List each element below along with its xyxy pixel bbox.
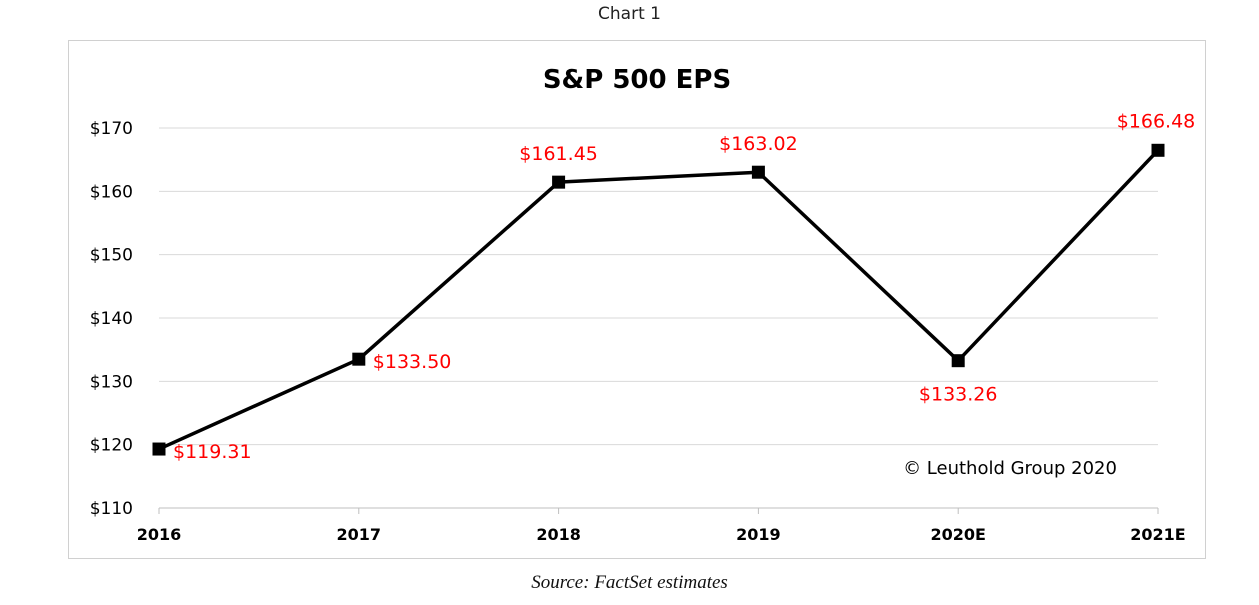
data-label: $119.31 xyxy=(173,441,252,463)
gridlines xyxy=(159,127,1158,446)
eps-series xyxy=(152,143,1165,456)
data-labels: $119.31 $133.50 $161.45 $163.02 $133.26 $166.… xyxy=(173,110,1195,463)
data-label: $133.50 xyxy=(373,351,452,373)
y-tick-label: $150 xyxy=(90,246,133,266)
x-tick-label: 2020E xyxy=(930,525,985,544)
x-tick-label: 2019 xyxy=(736,525,781,544)
data-label: $166.48 xyxy=(1117,110,1196,132)
data-point-marker xyxy=(152,442,166,456)
y-tick-label: $120 xyxy=(90,436,133,456)
data-point-marker xyxy=(552,175,566,189)
data-point-marker xyxy=(1151,143,1165,157)
x-tick-label: 2018 xyxy=(536,525,581,544)
y-tick-label: $170 xyxy=(90,119,133,139)
y-tick-labels: $110 $120 $130 $140 $150 $160 $170 xyxy=(90,119,133,519)
eps-line xyxy=(158,149,1160,451)
data-point-marker xyxy=(951,354,965,368)
axes xyxy=(158,507,1159,514)
data-label: $163.02 xyxy=(719,133,798,155)
data-point-marker xyxy=(352,352,366,366)
x-tick-label: 2016 xyxy=(137,525,182,544)
data-point-marker xyxy=(751,165,765,179)
x-tick-label: 2017 xyxy=(337,525,382,544)
y-tick-label: $140 xyxy=(90,309,133,329)
copyright-annotation: © Leuthold Group 2020 xyxy=(903,458,1117,479)
x-tick-label: 2021E xyxy=(1130,525,1185,544)
y-tick-label: $110 xyxy=(90,499,133,519)
y-tick-label: $160 xyxy=(90,182,133,202)
source-note: Source: FactSet estimates xyxy=(531,572,728,593)
y-tick-label: $130 xyxy=(90,372,133,392)
data-label: $161.45 xyxy=(519,143,598,165)
x-tick-labels: 2016 2017 2018 2019 2020E 2021E xyxy=(137,525,1186,544)
figure-caption: Chart 1 xyxy=(598,4,661,24)
data-label: $133.26 xyxy=(919,384,998,406)
chart-title: S&P 500 EPS xyxy=(543,65,731,95)
